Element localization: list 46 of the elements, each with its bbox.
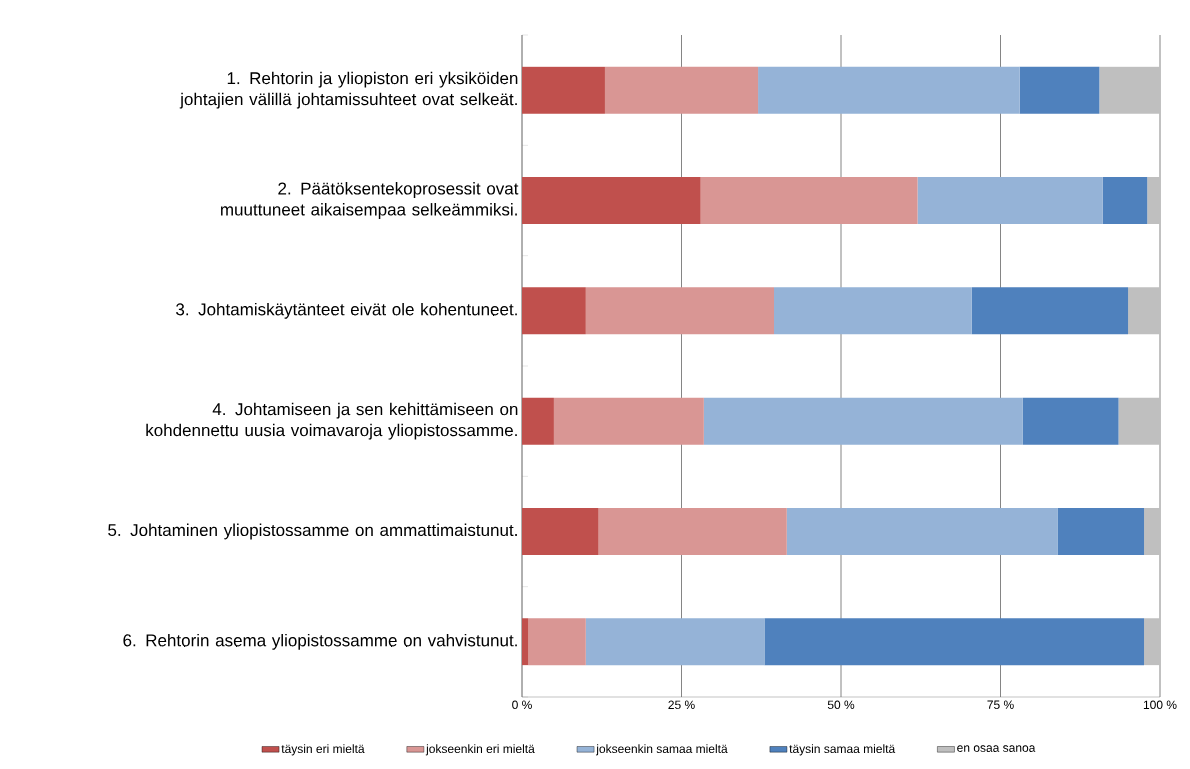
y-tick-label: 5. Johtaminen yliopistossamme on ammattimaistunut. [108,523,517,540]
bar [1019,66,1100,114]
legend-label: jokseenkin samaa mieltä [595,744,728,756]
bar [1022,397,1119,445]
bar [786,508,1058,556]
y-tick-label: 3. Johtamiskäytänteet eivät ole kohentuneet. [176,302,517,319]
legend-label: täysin eri mieltä [281,744,365,756]
bar [758,66,1020,114]
bar [522,618,529,666]
y-tick-label: 4. Johtamiseen ja sen kehittämiseen on kohdennettu uusia voimavaroja yliopistossamme. [146,402,518,440]
bar [522,287,586,335]
bar [1144,618,1161,666]
x-tick-label: 0 % [512,700,532,710]
legend-label: en osaa sanoa [957,745,1036,752]
bar [764,618,1145,666]
bar [971,287,1129,335]
bar [1102,177,1148,224]
x-tick-label: 50 % [827,700,855,710]
bar [522,177,701,224]
bar [522,508,599,556]
x-tick-label: 75 % [987,700,1014,709]
y-tick-label: 2. Päätöksentekoprosessit ovat muuttuneet aikaisempaa selkeämmiksi. [221,182,519,219]
bar [585,618,765,666]
bar [1057,508,1145,556]
bar [774,287,972,335]
bar [703,397,1023,445]
bar [1147,177,1161,224]
legend-label: täysin samaa mieltä [789,744,896,756]
bar [522,66,605,114]
bar [1128,287,1161,335]
bar [528,618,586,666]
bar [917,177,1103,224]
bar [585,287,775,335]
x-tick-label: 25 % [668,700,695,710]
bar [1118,397,1161,445]
bar [700,177,918,224]
bar [1144,508,1161,556]
legend-label: jokseenkin eri mieltä [425,744,535,756]
x-tick-label: 100 % [1143,700,1177,710]
bar [604,66,759,114]
y-tick-label: 1. Rehtorin ja yliopiston eri yksiköiden johtajien välillä johtamissuhteet ovat selkeät. [179,71,518,109]
bar [598,508,787,556]
bar [522,397,554,445]
y-tick-label: 6. Rehtorin asema yliopistossamme on vahvistunut. [123,633,517,650]
bar [553,397,704,445]
bar [1099,66,1161,114]
